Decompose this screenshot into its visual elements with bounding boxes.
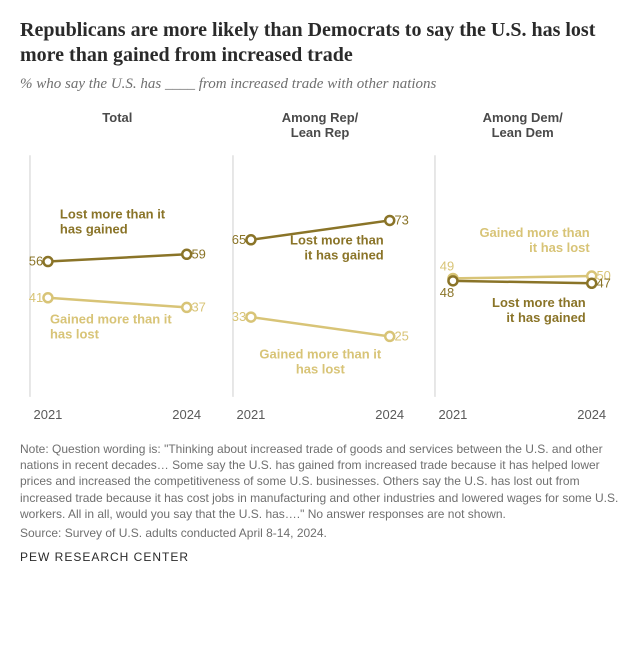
- note-text: Note: Question wording is: "Thinking abo…: [20, 441, 620, 522]
- panel-title: Among Dem/ Lean Dem: [425, 111, 620, 143]
- svg-text:has lost: has lost: [50, 327, 100, 342]
- svg-text:59: 59: [191, 246, 205, 261]
- panel-plot: 202120244950Gained more thanit has lost4…: [425, 147, 620, 427]
- svg-text:it has gained: it has gained: [507, 310, 586, 325]
- svg-text:Lost more than: Lost more than: [492, 295, 586, 310]
- svg-text:2021: 2021: [236, 407, 265, 422]
- svg-text:2024: 2024: [375, 407, 404, 422]
- svg-text:2021: 2021: [34, 407, 63, 422]
- svg-text:65: 65: [231, 232, 245, 247]
- panel: Among Dem/ Lean Dem 202120244950Gained m…: [425, 111, 620, 427]
- chart-subtitle: % who say the U.S. has ____ from increas…: [20, 76, 620, 93]
- svg-text:33: 33: [231, 309, 245, 324]
- svg-text:2021: 2021: [439, 407, 468, 422]
- svg-text:56: 56: [29, 254, 43, 269]
- svg-text:41: 41: [29, 290, 43, 305]
- svg-text:2024: 2024: [172, 407, 201, 422]
- panel-title: Among Rep/ Lean Rep: [223, 111, 418, 143]
- svg-text:2024: 2024: [578, 407, 607, 422]
- svg-text:Gained more than: Gained more than: [480, 225, 590, 240]
- panel-plot: 2021 2024 56 59 Lost more than ithas gained 4…: [20, 147, 215, 427]
- svg-text:it has lost: it has lost: [530, 240, 591, 255]
- svg-text:Lost more than it: Lost more than it: [60, 207, 166, 222]
- svg-text:49: 49: [440, 258, 454, 273]
- panel: Among Rep/ Lean Rep 2021 2024 65 73 Lost mor…: [223, 111, 418, 427]
- panel-plot: 2021 2024 65 73 Lost more thanit has gained 3…: [223, 147, 418, 427]
- svg-text:37: 37: [191, 299, 205, 314]
- panel: Total 2021 2024 56 59 Lost more than ithas g…: [20, 111, 215, 427]
- svg-text:has lost: has lost: [296, 361, 346, 376]
- svg-text:has gained: has gained: [60, 222, 128, 237]
- chart-title: Republicans are more likely than Democra…: [20, 18, 620, 68]
- svg-text:25: 25: [394, 328, 408, 343]
- svg-text:48: 48: [440, 285, 454, 300]
- svg-text:Gained more than it: Gained more than it: [50, 312, 172, 327]
- svg-text:73: 73: [394, 212, 408, 227]
- panels-row: Total 2021 2024 56 59 Lost more than ithas g…: [20, 111, 620, 427]
- svg-text:47: 47: [597, 275, 611, 290]
- svg-text:Gained more than it: Gained more than it: [259, 346, 381, 361]
- footer-brand: PEW RESEARCH CENTER: [20, 550, 620, 564]
- svg-text:it has gained: it has gained: [304, 247, 383, 262]
- panel-title: Total: [20, 111, 215, 143]
- source-text: Source: Survey of U.S. adults conducted …: [20, 526, 620, 540]
- svg-text:Lost more than: Lost more than: [290, 232, 384, 247]
